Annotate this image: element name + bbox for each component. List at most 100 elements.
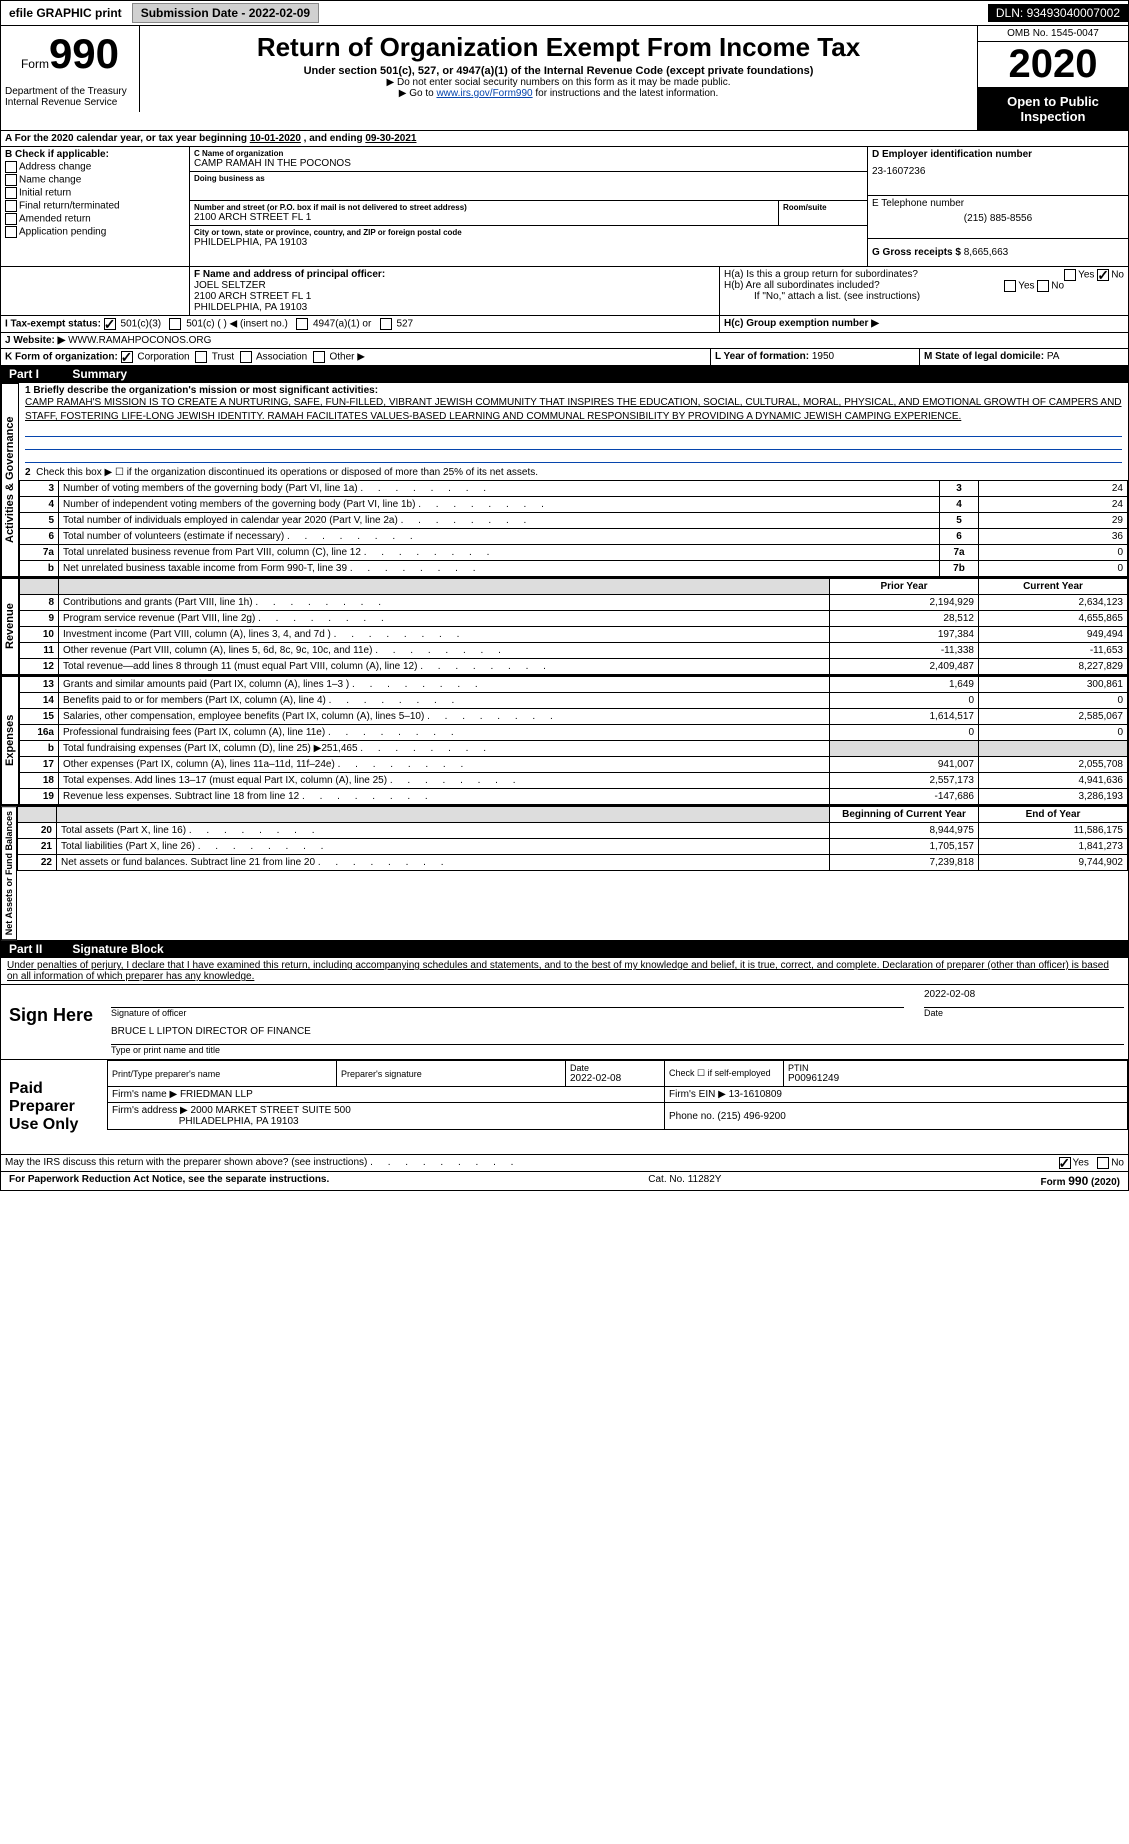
discuss-row: May the IRS discuss this return with the…: [1, 1154, 1128, 1171]
penalties-text: Under penalties of perjury, I declare th…: [1, 958, 1128, 984]
501c3-checkbox[interactable]: [104, 318, 116, 330]
org-name: CAMP RAMAH IN THE POCONOS: [194, 158, 863, 169]
firm-name: FRIEDMAN LLP: [180, 1089, 253, 1100]
revenue-table: Prior YearCurrent Year8Contributions and…: [19, 578, 1128, 675]
revenue-block: Revenue Prior YearCurrent Year8Contribut…: [1, 577, 1128, 675]
form-title: Return of Organization Exempt From Incom…: [148, 32, 969, 63]
hb-yes-checkbox[interactable]: [1004, 280, 1016, 292]
website-value: WWW.RAMAHPOCONOS.ORG: [68, 335, 211, 346]
form-subtitle: Under section 501(c), 527, or 4947(a)(1)…: [148, 65, 969, 77]
efile-label: efile GRAPHIC print: [1, 4, 130, 22]
table-row: 6Total number of volunteers (estimate if…: [20, 529, 1128, 545]
tax-exempt-row: I Tax-exempt status: 501(c)(3) 501(c) ( …: [1, 315, 1128, 332]
table-row: 12Total revenue—add lines 8 through 11 (…: [20, 659, 1128, 675]
department-label: Department of the Treasury Internal Reve…: [1, 82, 140, 112]
net-assets-block: Net Assets or Fund Balances Beginning of…: [1, 805, 1128, 940]
title-block: Return of Organization Exempt From Incom…: [140, 26, 978, 130]
initial-return-checkbox[interactable]: [5, 187, 17, 199]
gross-receipts: 8,665,663: [964, 247, 1009, 258]
preparer-table: Print/Type preparer's name Preparer's si…: [107, 1060, 1128, 1130]
table-row: bTotal fundraising expenses (Part IX, co…: [20, 741, 1128, 757]
sign-here-block: Sign Here Signature of officer 2022-02-0…: [1, 984, 1128, 1059]
table-row: 17Other expenses (Part IX, column (A), l…: [20, 757, 1128, 773]
firm-ein: 13-1610809: [729, 1089, 782, 1100]
table-row: 22Net assets or fund balances. Subtract …: [18, 855, 1128, 871]
public-inspection: Open to Public Inspection: [978, 88, 1128, 130]
table-row: 21Total liabilities (Part X, line 26) . …: [18, 839, 1128, 855]
ag-vlabel: Activities & Governance: [1, 383, 19, 577]
submission-date-button[interactable]: Submission Date - 2022-02-09: [132, 3, 319, 23]
part-1-header: Part I Summary: [1, 365, 1128, 383]
corp-checkbox[interactable]: [121, 351, 133, 363]
application-pending-checkbox[interactable]: [5, 226, 17, 238]
part-2-header: Part II Signature Block: [1, 940, 1128, 958]
table-row: 11Other revenue (Part VIII, column (A), …: [20, 643, 1128, 659]
top-toolbar: efile GRAPHIC print Submission Date - 20…: [1, 1, 1128, 26]
hb-no-checkbox[interactable]: [1037, 280, 1049, 292]
ag-table: 3Number of voting members of the governi…: [19, 480, 1128, 577]
final-return-checkbox[interactable]: [5, 200, 17, 212]
table-row: 4Number of independent voting members of…: [20, 497, 1128, 513]
dln-box: DLN: 93493040007002: [988, 4, 1128, 22]
form-number-box: Form990: [1, 26, 140, 82]
501c-checkbox[interactable]: [169, 318, 181, 330]
hc-row: H(c) Group exemption number ▶: [720, 316, 1128, 332]
table-row: 8Contributions and grants (Part VIII, li…: [20, 595, 1128, 611]
table-row: 20Total assets (Part X, line 16) . . . .…: [18, 823, 1128, 839]
mission-text: CAMP RAMAH'S MISSION IS TO CREATE A NURT…: [25, 396, 1122, 424]
sign-date-line: 2022-02-08: [924, 989, 1124, 1008]
website-row: J Website: ▶ WWW.RAMAHPOCONOS.ORG: [1, 332, 1128, 348]
discuss-yes-checkbox[interactable]: [1059, 1157, 1071, 1169]
city-state-zip: PHILDELPHIA, PA 19103: [194, 237, 863, 248]
officer-signature-line[interactable]: [111, 989, 904, 1008]
discuss-no-checkbox[interactable]: [1097, 1157, 1109, 1169]
state-domicile: PA: [1047, 351, 1060, 362]
section-f-block: F Name and address of principal officer:…: [190, 267, 720, 315]
ein-value: 23-1607236: [872, 160, 1124, 177]
firm-phone: (215) 496-9200: [717, 1111, 785, 1122]
table-row: 13Grants and similar amounts paid (Part …: [20, 677, 1128, 693]
ha-yes-checkbox[interactable]: [1064, 269, 1076, 281]
year-formation: 1950: [812, 351, 834, 362]
expenses-table: 13Grants and similar amounts paid (Part …: [19, 676, 1128, 805]
omb-number: OMB No. 1545-0047: [978, 26, 1128, 42]
right-header-block: OMB No. 1545-0047 2020 Open to Public In…: [978, 26, 1128, 130]
period-a-row: A For the 2020 calendar year, or tax yea…: [1, 130, 1128, 146]
table-row: 15Salaries, other compensation, employee…: [20, 709, 1128, 725]
entity-info-row: B Check if applicable: Address change Na…: [1, 146, 1128, 266]
officer-h-row: F Name and address of principal officer:…: [1, 266, 1128, 315]
table-row: 3Number of voting members of the governi…: [20, 481, 1128, 497]
page-footer: For Paperwork Reduction Act Notice, see …: [1, 1171, 1128, 1190]
goto-note: ▶ Go to www.irs.gov/Form990 for instruct…: [148, 88, 969, 99]
part-1-body: Activities & Governance 1 Briefly descri…: [1, 383, 1128, 577]
table-row: 5Total number of individuals employed in…: [20, 513, 1128, 529]
name-change-checkbox[interactable]: [5, 174, 17, 186]
klm-row: K Form of organization: Corporation Trus…: [1, 348, 1128, 365]
ptin-value: P00961249: [788, 1073, 1123, 1084]
table-row: 10Investment income (Part VIII, column (…: [20, 627, 1128, 643]
officer-name: JOEL SELTZER: [194, 280, 266, 291]
assoc-checkbox[interactable]: [240, 351, 252, 363]
527-checkbox[interactable]: [380, 318, 392, 330]
table-row: 19Revenue less expenses. Subtract line 1…: [20, 789, 1128, 805]
tax-year: 2020: [978, 42, 1128, 88]
exp-vlabel: Expenses: [1, 676, 19, 805]
table-row: 14Benefits paid to or for members (Part …: [20, 693, 1128, 709]
table-row: 16aProfessional fundraising fees (Part I…: [20, 725, 1128, 741]
address-change-checkbox[interactable]: [5, 161, 17, 173]
trust-checkbox[interactable]: [195, 351, 207, 363]
section-h-block: H(a) Is this a group return for subordin…: [720, 267, 1128, 315]
form990-link[interactable]: www.irs.gov/Form990: [436, 88, 532, 99]
other-checkbox[interactable]: [313, 351, 325, 363]
street-address: 2100 ARCH STREET FL 1: [194, 212, 774, 223]
officer-name-line: BRUCE L LIPTON DIRECTOR OF FINANCE: [111, 1026, 1124, 1045]
form-990-page: efile GRAPHIC print Submission Date - 20…: [0, 0, 1129, 1191]
amended-return-checkbox[interactable]: [5, 213, 17, 225]
4947-checkbox[interactable]: [296, 318, 308, 330]
table-row: 7aTotal unrelated business revenue from …: [20, 545, 1128, 561]
ha-no-checkbox[interactable]: [1097, 269, 1109, 281]
net-vlabel: Net Assets or Fund Balances: [1, 806, 17, 940]
phone-value: (215) 885-8556: [872, 209, 1124, 224]
rev-vlabel: Revenue: [1, 578, 19, 675]
section-deg-block: D Employer identification number 23-1607…: [868, 147, 1128, 266]
